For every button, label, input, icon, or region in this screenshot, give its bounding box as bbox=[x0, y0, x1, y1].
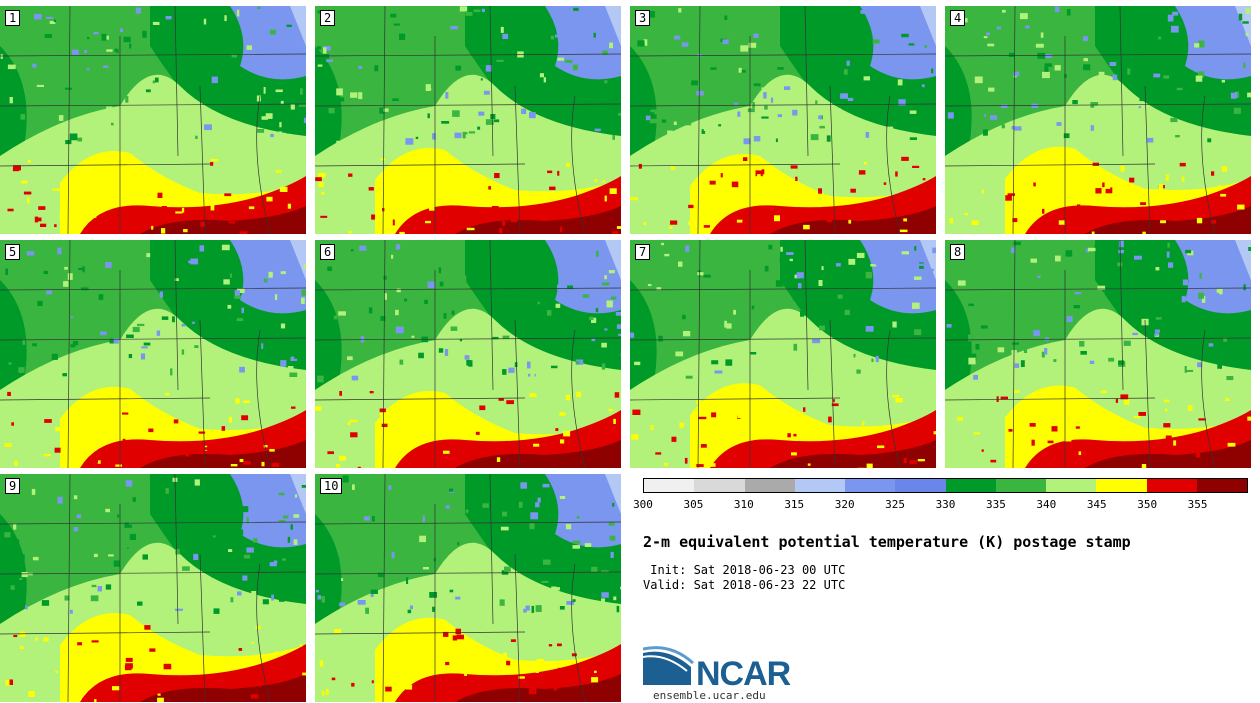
init-time: Init: Sat 2018-06-23 00 UTC bbox=[643, 563, 846, 577]
colorbar-swatch bbox=[744, 479, 795, 492]
colorbar-tick-label: 350 bbox=[1137, 498, 1158, 511]
colorbar-tick-label: 315 bbox=[784, 498, 805, 511]
panel-number: 9 bbox=[5, 478, 21, 494]
map-panel-5: 5 bbox=[0, 240, 306, 468]
panel-number: 5 bbox=[5, 244, 21, 260]
panel-number: 7 bbox=[635, 244, 651, 260]
panel-number: 8 bbox=[950, 244, 966, 260]
colorbar-swatch bbox=[895, 479, 946, 492]
colorbar-tick-label: 355 bbox=[1187, 498, 1208, 511]
ncar-logo-icon bbox=[643, 646, 695, 685]
colorbar-swatch bbox=[1046, 479, 1097, 492]
ncar-logo-text: NCAR bbox=[696, 655, 791, 693]
colorbar-swatch bbox=[794, 479, 845, 492]
time-info: Init: Sat 2018-06-23 00 UTC Valid: Sat 20… bbox=[643, 563, 845, 593]
panel-number: 4 bbox=[950, 10, 966, 26]
panel-number: 3 bbox=[635, 10, 651, 26]
colorbar-swatch bbox=[1196, 479, 1247, 492]
colorbar-swatch bbox=[694, 479, 745, 492]
colorbar-tick-label: 335 bbox=[985, 498, 1006, 511]
colorbar-tick-label: 320 bbox=[834, 498, 855, 511]
colorbar-tick-label: 300 bbox=[633, 498, 653, 511]
map-panel-8: 8 bbox=[945, 240, 1251, 468]
colorbar-tick-label: 305 bbox=[683, 498, 704, 511]
colorbar-swatch bbox=[945, 479, 996, 492]
colorbar-tick-label: 310 bbox=[733, 498, 754, 511]
map-panel-9: 9 bbox=[0, 474, 306, 702]
colorbar-tick-label: 325 bbox=[885, 498, 906, 511]
colorbar-ticks: 300 305 310 315 320 325 330 335 340 345 350 355 bbox=[633, 498, 1248, 512]
map-panel-10: 10 bbox=[315, 474, 621, 702]
map-panel-7: 7 bbox=[630, 240, 936, 468]
colorbar-tick-label: 340 bbox=[1036, 498, 1057, 511]
colorbar-swatch bbox=[1146, 479, 1197, 492]
map-panel-4: 4 bbox=[945, 6, 1251, 234]
colorbar-swatch bbox=[845, 479, 896, 492]
valid-time: Valid: Sat 2018-06-23 22 UTC bbox=[643, 578, 846, 592]
panel-number: 2 bbox=[320, 10, 336, 26]
map-panel-3: 3 bbox=[630, 6, 936, 234]
panel-number: 1 bbox=[5, 10, 21, 26]
colorbar-tick-label: 345 bbox=[1086, 498, 1107, 511]
plot-title: 2-m equivalent potential temperature (K)… bbox=[643, 533, 1131, 551]
colorbar-swatch bbox=[1096, 479, 1147, 492]
map-panel-2: 2 bbox=[315, 6, 621, 234]
logo-url: ensemble.ucar.edu bbox=[653, 689, 766, 702]
panel-number: 10 bbox=[320, 478, 343, 494]
colorbar-swatch bbox=[995, 479, 1046, 492]
colorbar-swatch bbox=[644, 479, 695, 492]
colorbar-tick-label: 330 bbox=[935, 498, 956, 511]
colorbar bbox=[643, 478, 1248, 493]
panel-number: 6 bbox=[320, 244, 336, 260]
map-panel-6: 6 bbox=[315, 240, 621, 468]
map-panel-1: 1 bbox=[0, 6, 306, 234]
